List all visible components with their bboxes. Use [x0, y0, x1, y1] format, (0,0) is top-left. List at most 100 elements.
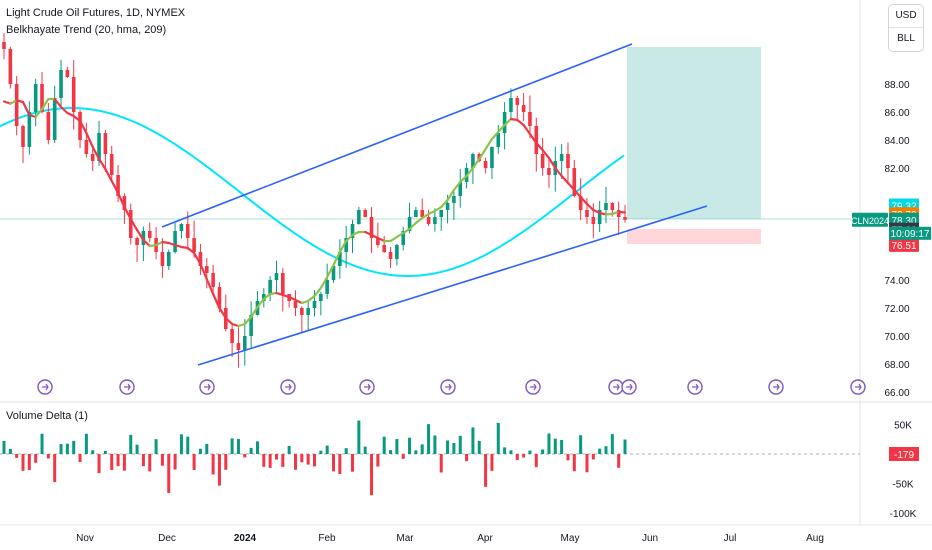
- event-icon[interactable]: [119, 379, 135, 395]
- volume-bar[interactable]: [446, 440, 450, 454]
- candle[interactable]: [90, 146, 95, 172]
- channel-lower-line[interactable]: [197, 205, 708, 366]
- candle[interactable]: [369, 207, 374, 254]
- volume-bar[interactable]: [122, 454, 126, 471]
- candle[interactable]: [376, 222, 380, 248]
- volume-bar[interactable]: [179, 434, 183, 454]
- volume-bar[interactable]: [579, 435, 583, 454]
- volume-bar[interactable]: [414, 450, 418, 454]
- candle[interactable]: [179, 223, 184, 239]
- candle[interactable]: [52, 85, 57, 143]
- candle[interactable]: [300, 306, 304, 334]
- candle[interactable]: [528, 95, 532, 139]
- candle[interactable]: [426, 209, 431, 226]
- volume-bar[interactable]: [255, 441, 259, 454]
- candle[interactable]: [128, 203, 133, 245]
- volume-bar[interactable]: [433, 435, 437, 454]
- candle[interactable]: [166, 249, 171, 271]
- volume-bar[interactable]: [515, 454, 519, 461]
- candle[interactable]: [78, 109, 82, 149]
- candle[interactable]: [293, 290, 298, 317]
- volume-bar[interactable]: [97, 454, 101, 474]
- volume-bar[interactable]: [370, 454, 374, 496]
- volume-bar[interactable]: [313, 454, 316, 467]
- volume-bar[interactable]: [186, 436, 190, 454]
- candle[interactable]: [338, 239, 342, 279]
- volume-bar[interactable]: [522, 454, 526, 458]
- volume-bar[interactable]: [59, 444, 63, 454]
- volume-bar[interactable]: [610, 434, 614, 454]
- volume-bar[interactable]: [617, 454, 621, 468]
- candle[interactable]: [109, 145, 114, 180]
- volume-bar[interactable]: [490, 454, 494, 471]
- volume-bar[interactable]: [427, 424, 431, 454]
- volume-bar[interactable]: [217, 454, 221, 486]
- candle[interactable]: [135, 236, 139, 262]
- volume-bar[interactable]: [319, 450, 323, 454]
- volume-bar[interactable]: [325, 445, 329, 454]
- volume-bar[interactable]: [46, 454, 50, 459]
- volume-bar[interactable]: [205, 443, 209, 454]
- candle[interactable]: [559, 144, 564, 180]
- volume-bar[interactable]: [572, 454, 576, 472]
- candle[interactable]: [344, 225, 348, 268]
- candle[interactable]: [2, 33, 6, 60]
- candle[interactable]: [46, 102, 51, 145]
- volume-bar[interactable]: [585, 454, 589, 473]
- volume-bar[interactable]: [623, 439, 627, 454]
- candle[interactable]: [268, 276, 272, 302]
- volume-delta-bars[interactable]: [2, 420, 627, 496]
- candle[interactable]: [84, 122, 89, 158]
- candle[interactable]: [452, 189, 456, 220]
- candle[interactable]: [395, 243, 399, 266]
- candle[interactable]: [331, 265, 336, 283]
- cycle-curve[interactable]: [0, 106, 625, 278]
- candle[interactable]: [65, 66, 70, 78]
- volume-bar[interactable]: [103, 450, 107, 454]
- event-icon[interactable]: [621, 379, 637, 395]
- indicator-title[interactable]: Belkhayate Trend (20, hma, 209): [6, 24, 166, 36]
- volume-bar[interactable]: [110, 454, 114, 471]
- volume-bar[interactable]: [553, 438, 557, 454]
- candle[interactable]: [242, 319, 247, 366]
- volume-title[interactable]: Volume Delta (1): [6, 410, 88, 422]
- target-zone[interactable]: [627, 47, 761, 219]
- candle[interactable]: [103, 129, 108, 172]
- volume-bar[interactable]: [591, 454, 595, 460]
- volume-bar[interactable]: [496, 422, 500, 454]
- candle[interactable]: [420, 198, 425, 219]
- volume-bar[interactable]: [15, 454, 19, 458]
- unit-usd[interactable]: USD: [895, 10, 917, 21]
- candle[interactable]: [223, 294, 228, 332]
- candle[interactable]: [160, 238, 165, 278]
- volume-bar[interactable]: [560, 439, 564, 454]
- volume-bar[interactable]: [274, 454, 278, 460]
- volume-bar[interactable]: [268, 454, 272, 468]
- volume-bar[interactable]: [338, 454, 342, 475]
- event-icon[interactable]: [440, 379, 456, 395]
- candle[interactable]: [21, 124, 25, 163]
- candle[interactable]: [604, 186, 608, 224]
- candle[interactable]: [281, 268, 285, 312]
- candle[interactable]: [198, 244, 203, 276]
- volume-bar[interactable]: [192, 454, 196, 470]
- candle[interactable]: [623, 205, 627, 223]
- volume-bar[interactable]: [293, 454, 297, 470]
- event-icon[interactable]: [37, 379, 53, 395]
- candle[interactable]: [578, 178, 583, 221]
- volume-bar[interactable]: [160, 454, 164, 466]
- volume-bar[interactable]: [21, 454, 25, 471]
- candle[interactable]: [71, 59, 76, 130]
- volume-bar[interactable]: [547, 433, 551, 454]
- symbol-badge[interactable]: CLN2024: [851, 212, 889, 227]
- event-icon[interactable]: [687, 379, 703, 395]
- channel-upper-line[interactable]: [161, 43, 633, 228]
- candle[interactable]: [204, 258, 209, 289]
- volume-bar[interactable]: [382, 436, 386, 454]
- volume-bar[interactable]: [34, 454, 38, 463]
- volume-bar[interactable]: [503, 447, 507, 454]
- candle[interactable]: [274, 260, 279, 294]
- volume-bar[interactable]: [332, 454, 336, 472]
- candle[interactable]: [597, 200, 602, 233]
- candle[interactable]: [496, 125, 501, 154]
